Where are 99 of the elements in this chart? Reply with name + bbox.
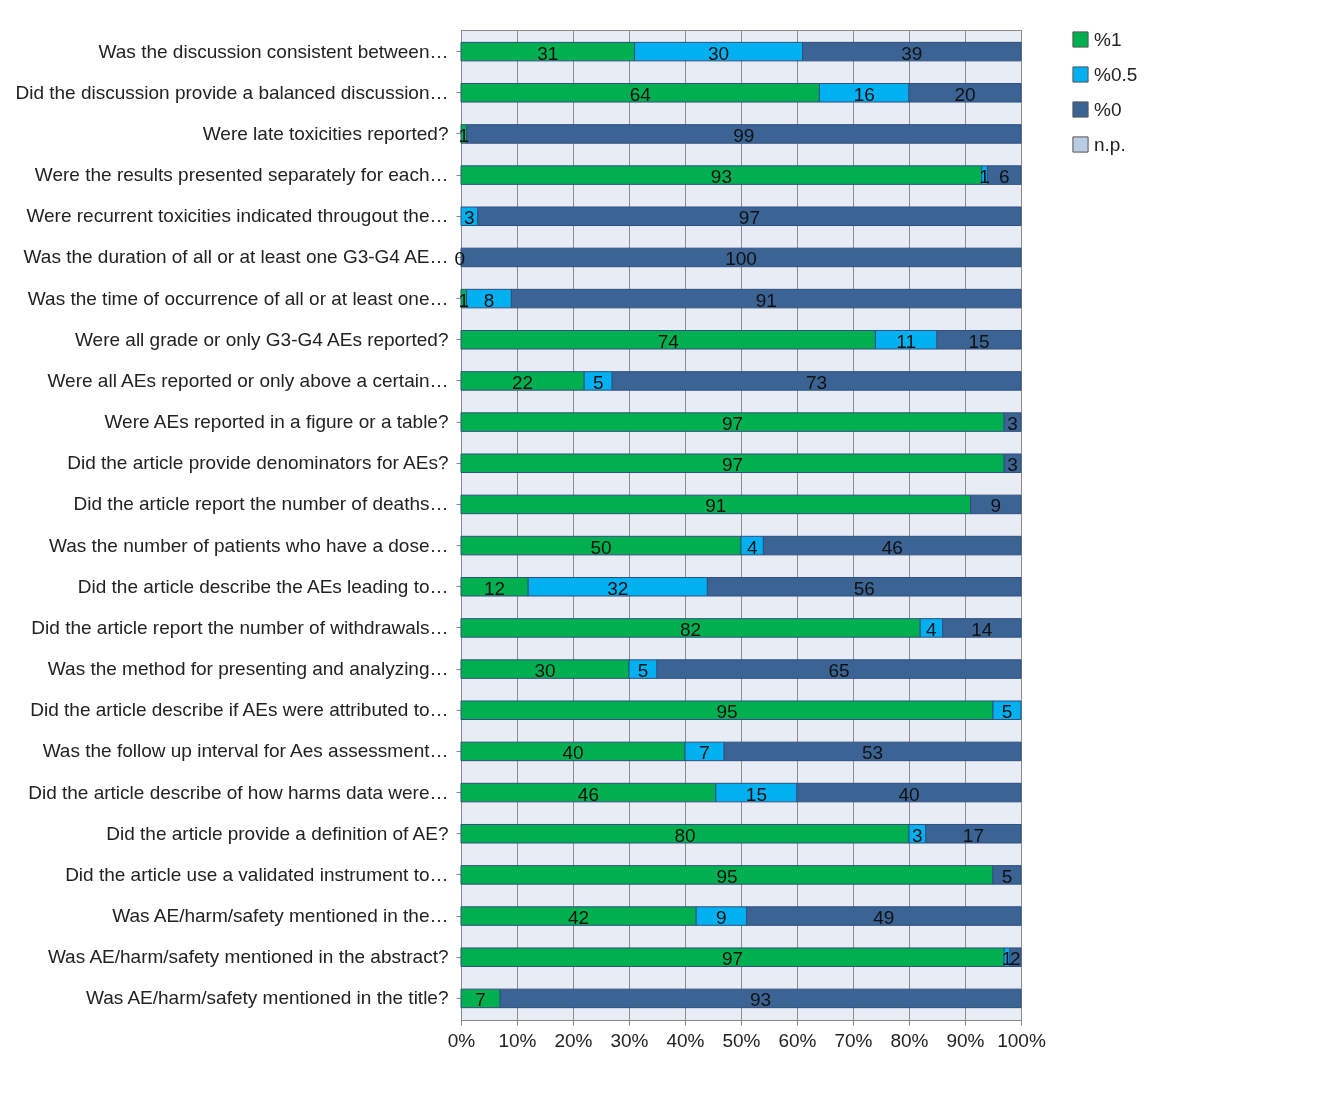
data-label: 5	[1001, 865, 1013, 887]
legend-label: n.p.	[1094, 133, 1126, 155]
data-label: 16	[853, 83, 875, 105]
data-label: 40	[898, 783, 920, 805]
data-label: 22	[512, 371, 534, 393]
data-label: 12	[484, 577, 506, 599]
bar	[460, 947, 1005, 967]
y-tick-label: Did the article describe if AEs were attributed to…	[30, 699, 449, 721]
y-tick-label: Was the number of patients who have a dose…	[48, 534, 449, 556]
x-tick-label: 90%	[946, 1029, 985, 1051]
y-tick-label: Were all grade or only G3-G4 AEs reported?	[74, 328, 449, 350]
data-label: 42	[568, 907, 590, 929]
y-tick-label: Was AE/harm/safety mentioned in the…	[112, 905, 449, 927]
data-label: 4	[746, 536, 758, 558]
data-label: 31	[537, 42, 559, 64]
data-label: 40	[562, 742, 584, 764]
y-tick-label: Did the article use a validated instrument to…	[65, 863, 449, 885]
data-label: 97	[722, 454, 744, 476]
data-label: 95	[716, 865, 738, 887]
data-label: 5	[637, 660, 649, 682]
data-label: 30	[534, 660, 556, 682]
legend-label: %1	[1094, 28, 1122, 50]
data-label: 99	[733, 124, 755, 146]
data-label: 32	[607, 577, 629, 599]
data-label: 30	[708, 42, 730, 64]
data-label: 50	[590, 536, 612, 558]
y-tick-label: Were AEs reported in a figure or a table?	[104, 411, 449, 433]
y-tick-label: Was AE/harm/safety mentioned in the title?	[85, 987, 449, 1009]
data-label: 6	[998, 166, 1010, 188]
x-tick-label: 80%	[890, 1029, 929, 1051]
x-tick-label: 100%	[997, 1029, 1046, 1051]
data-label: 91	[755, 289, 777, 311]
data-label: 56	[853, 577, 875, 599]
y-tick-label: Was AE/harm/safety mentioned in the abstract?	[47, 946, 449, 968]
y-tick-label: Did the article report the number of withdrawals…	[31, 616, 449, 638]
data-label: 11	[896, 330, 917, 352]
x-tick-label: 60%	[778, 1029, 817, 1051]
data-label: 80	[674, 824, 696, 846]
y-tick-label: Was the duration of all or at least one G3-G4 AE…	[23, 246, 449, 268]
data-label: 93	[750, 989, 772, 1011]
data-label: 3	[912, 824, 923, 846]
annotation: 0	[454, 248, 465, 270]
x-tick-label: 20%	[554, 1029, 593, 1051]
data-label: 64	[629, 83, 652, 105]
y-tick-label: Were the results presented separately for each…	[34, 164, 449, 186]
data-label: 65	[828, 660, 850, 682]
data-label: 100	[725, 248, 757, 270]
y-tick-label: Was the follow up interval for Aes assessment…	[42, 740, 449, 762]
data-label: 20	[954, 83, 976, 105]
data-label: 82	[680, 618, 702, 640]
y-tick-label: Was the method for presenting and analyzing…	[47, 658, 449, 680]
y-tick-label: Were all AEs reported or only above a certain…	[47, 369, 449, 391]
data-label: 97	[738, 207, 760, 229]
data-label: 49	[873, 907, 895, 929]
x-tick-label: 10%	[498, 1029, 537, 1051]
y-tick-label: Did the article report the number of deaths…	[73, 493, 449, 515]
y-tick-label: Did the article describe of how harms data were…	[28, 781, 449, 803]
x-tick-label: 40%	[666, 1029, 705, 1051]
data-label: 46	[577, 783, 599, 805]
data-label: 4	[926, 618, 938, 640]
data-label: 39	[901, 42, 923, 64]
data-label: 46	[881, 536, 903, 558]
y-tick-label: Did the article provide denominators for AEs?	[67, 452, 449, 474]
data-label: 95	[716, 701, 738, 723]
data-label: 8	[483, 289, 495, 311]
data-label: 9	[716, 907, 727, 929]
x-tick-label: 70%	[834, 1029, 873, 1051]
y-tick-label: Were recurrent toxicities indicated througout the…	[26, 205, 449, 227]
data-label: 15	[968, 330, 990, 352]
x-tick-label: 50%	[722, 1029, 761, 1051]
data-label: 14	[971, 618, 993, 640]
data-label: 97	[722, 413, 744, 435]
x-tick-label: 0%	[447, 1029, 476, 1051]
data-label: 97	[722, 948, 744, 970]
data-label: 73	[806, 371, 828, 393]
data-label: 5	[592, 371, 604, 393]
data-label: 7	[475, 989, 486, 1011]
data-label: 7	[699, 742, 710, 764]
y-tick-label: Did the article provide a definition of AE?	[106, 822, 449, 844]
data-label: 15	[745, 783, 767, 805]
x-tick-label: 30%	[610, 1029, 649, 1051]
data-label: 5	[1001, 701, 1013, 723]
data-label: 91	[705, 495, 727, 517]
legend-label: %0.5	[1094, 63, 1138, 85]
y-tick-label: Were late toxicities reported?	[202, 122, 449, 144]
data-label: 3	[464, 207, 475, 229]
y-tick-label: Was the discussion consistent between…	[98, 40, 449, 62]
data-label: 3	[1007, 454, 1018, 476]
y-tick-label: Did the article describe the AEs leading to…	[77, 575, 449, 597]
data-label: 2	[1010, 948, 1021, 970]
data-label: 9	[990, 495, 1002, 517]
data-label: 3	[1007, 413, 1018, 435]
y-tick-label: Did the discussion provide a balanced discussion…	[15, 81, 449, 103]
data-label: 93	[710, 166, 732, 188]
data-label: 53	[862, 742, 884, 764]
legend-label: %0	[1094, 98, 1122, 120]
data-label: 17	[962, 824, 984, 846]
y-tick-label: Was the time of occurrence of all or at least one…	[27, 287, 449, 309]
data-label: 74	[657, 330, 680, 352]
